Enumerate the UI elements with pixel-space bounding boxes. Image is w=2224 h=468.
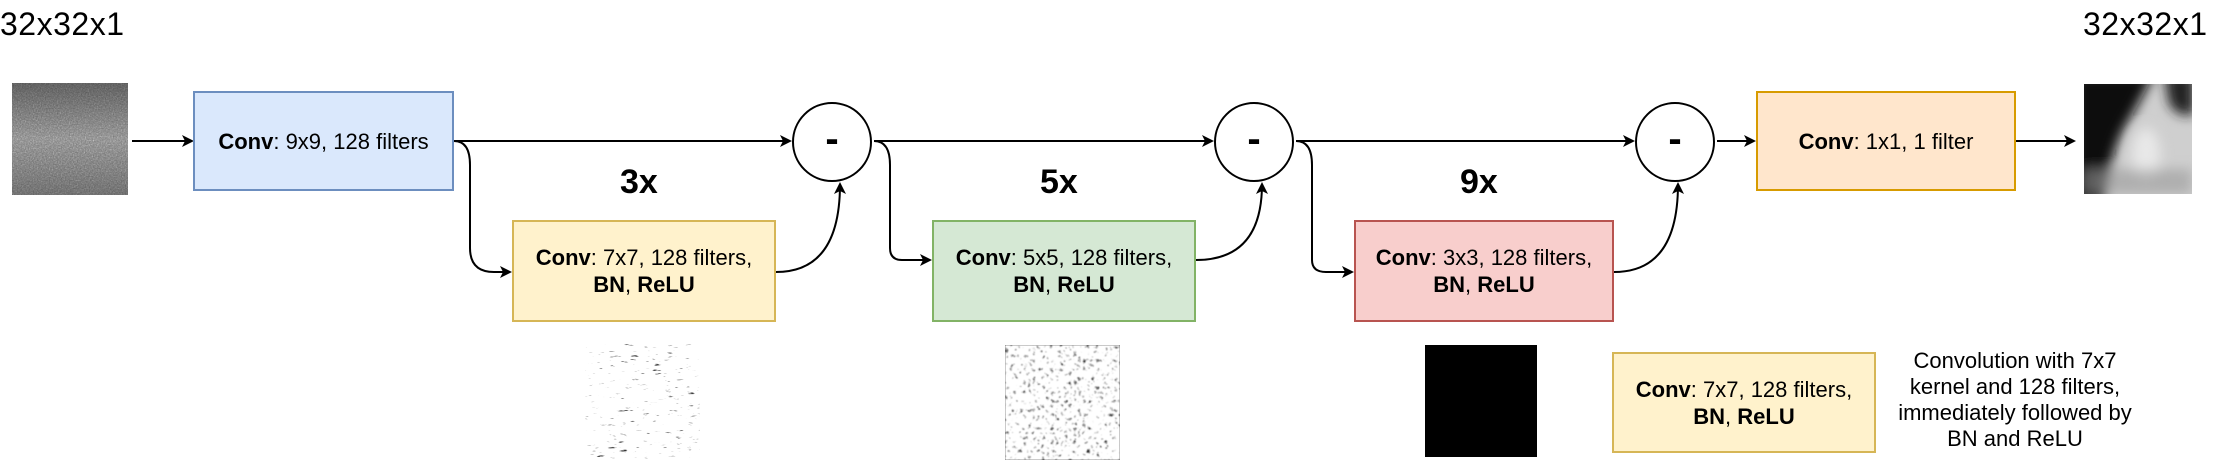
input-image [12,83,128,195]
separator: , [1465,272,1478,297]
output-dimension-label: 32x32x1 [2083,6,2208,42]
conv-params: : 5x5, 128 filters, [1010,245,1173,270]
separator: , [1045,272,1058,297]
conv-params: : 7x7, 128 filters, [590,245,753,270]
conv-5x5-block: Conv: 5x5, 128 filters, BN, ReLU [932,220,1196,322]
legend-caption-line: Convolution with 7x7 [1913,348,2117,373]
bn-label: BN [1013,272,1046,297]
legend-caption-line: immediately followed by [1898,400,2132,425]
repeat-count-block-2: 5x [1040,163,1078,201]
relu-label: ReLU [637,272,695,297]
conv-keyword: Conv [1635,376,1691,402]
conv-keyword: Conv [1798,128,1854,154]
feature-map-block-3 [1425,345,1537,457]
arrow-block-3-to-subtract-3 [1613,182,1684,273]
input-dimension-label: 32x32x1 [0,6,125,42]
conv-9x9-box: Conv: 9x9, 128 filters [193,91,454,191]
legend-caption-line: kernel and 128 filters, [1909,374,2121,399]
feature-map-block-2 [1005,345,1120,460]
arrow-block-1-to-subtract-1 [775,182,846,273]
subtract-node-1: - [792,102,872,182]
repeat-count-block-3: 9x [1460,163,1498,201]
conv-params: : 7x7, 128 filters, [1690,376,1853,402]
legend-caption: Convolution with 7x7 kernel and 128 filt… [1880,348,2150,452]
arrow-branch-to-block-3 [1295,140,1354,278]
relu-label: ReLU [1477,272,1535,297]
relu-label: ReLU [1737,403,1795,429]
minus-symbol: - [1247,116,1261,161]
repeat-count-block-1: 3x [620,163,658,201]
conv-keyword: Conv [535,245,591,270]
conv-params: : 3x3, 128 filters, [1430,245,1593,270]
bn-label: BN [1433,272,1466,297]
legend-caption-line: BN and ReLU [1947,426,2083,451]
conv-3x3-block: Conv: 3x3, 128 filters, BN, ReLU [1354,220,1614,322]
feature-map-block-1 [585,344,700,459]
subtract-node-2: - [1214,102,1294,182]
output-image [2084,84,2192,194]
arrow-branch-to-block-1 [453,140,512,278]
legend-conv-box: Conv: 7x7, 128 filters, BN, ReLU [1612,352,1876,453]
separator: , [625,272,638,297]
bn-label: BN [1693,403,1726,429]
conv-1x1-box: Conv: 1x1, 1 filter [1756,91,2016,191]
minus-symbol: - [1668,116,1682,161]
arrow-block-2-to-subtract-2 [1195,182,1268,261]
relu-label: ReLU [1057,272,1115,297]
conv-keyword: Conv [955,245,1011,270]
conv-7x7-block: Conv: 7x7, 128 filters, BN, ReLU [512,220,776,322]
conv-params: : 9x9, 128 filters [273,128,429,154]
subtract-node-3: - [1635,102,1715,182]
conv-keyword: Conv [1375,245,1431,270]
minus-symbol: - [825,116,839,161]
conv-keyword: Conv [218,128,274,154]
arrow-branch-to-block-2 [873,140,932,266]
separator: , [1725,403,1738,429]
conv-params: : 1x1, 1 filter [1853,128,1974,154]
bn-label: BN [593,272,626,297]
